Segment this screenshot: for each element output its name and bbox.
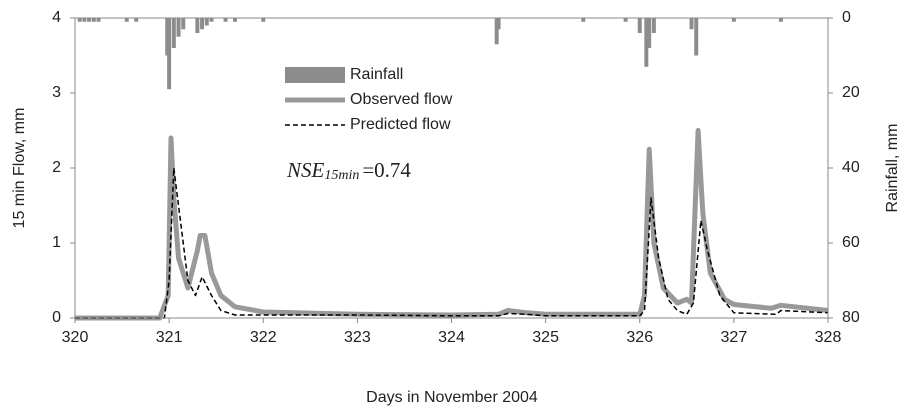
rainfall-bar — [87, 18, 92, 22]
legend-label: Observed flow — [350, 91, 453, 108]
y-tick-label: 2 — [52, 159, 61, 176]
rainfall-bar — [689, 18, 694, 30]
rainfall-bar — [581, 18, 586, 22]
legend-swatch — [285, 67, 345, 83]
flow-line — [75, 128, 829, 321]
x-tick-label: 321 — [156, 329, 183, 346]
plot-frame — [74, 18, 829, 319]
x-tick-label: 326 — [626, 329, 653, 346]
y-tick-label: 4 — [52, 9, 61, 26]
y2-tick-label: 80 — [842, 309, 860, 326]
rainfall-bar — [171, 18, 176, 48]
x-tick-label: 320 — [62, 329, 89, 346]
annotation-symbol: NSE — [286, 158, 325, 182]
rainfall-bar — [778, 18, 783, 22]
rainfall-bar — [204, 18, 209, 26]
rainfall-bar — [91, 18, 96, 22]
x-tick-label: 324 — [438, 329, 465, 346]
y2-tick-label: 60 — [842, 234, 860, 251]
legend-label: Predicted flow — [350, 116, 451, 133]
rainfall-bar — [233, 18, 238, 22]
y2-axis-label: Rainfall, mm — [884, 124, 901, 213]
x-tick-label: 322 — [250, 329, 277, 346]
rainfall-bar — [200, 18, 205, 30]
rainfall-bar — [209, 18, 214, 22]
rainfall-bar — [181, 18, 186, 30]
x-axis-label: Days in November 2004 — [366, 389, 538, 406]
flow-line — [75, 167, 829, 319]
rainfall-bar — [167, 18, 172, 90]
rainfall-bar — [134, 18, 139, 22]
x-tick-label: 327 — [721, 329, 748, 346]
rainfall-bar — [623, 18, 628, 22]
y-tick-label: 3 — [52, 84, 61, 101]
x-tick-label: 325 — [532, 329, 559, 346]
y-tick-label: 0 — [52, 309, 61, 326]
y-tick-label: 1 — [52, 234, 61, 251]
annotation: NSE15min =0.74 — [286, 158, 411, 183]
rainfall-bar — [644, 18, 649, 67]
x-tick-label: 328 — [815, 329, 842, 346]
rainfall-bar — [96, 18, 101, 22]
legend-label: Rainfall — [350, 66, 403, 83]
rainfall-bar — [124, 18, 129, 22]
y2-tick-label: 40 — [842, 159, 860, 176]
rainfall-bar — [223, 18, 228, 22]
annotation-subscript: 15min — [324, 168, 359, 183]
y-axis-label: 15 min Flow, mm — [11, 108, 28, 229]
rainfall-bar — [731, 18, 736, 22]
rainfall-bar — [496, 18, 501, 30]
rainfall-bar — [647, 18, 652, 48]
rainfall-bar — [694, 18, 699, 56]
rainfall-bar — [651, 18, 656, 33]
rainfall-bar — [261, 18, 266, 22]
rainfall-bar — [195, 18, 200, 33]
x-tick-label: 323 — [344, 329, 371, 346]
annotation-text: =0.74 — [362, 158, 411, 182]
rainfall-bar — [82, 18, 87, 22]
rainfall-bar — [77, 18, 82, 22]
rainfall-bar — [637, 18, 642, 33]
rainfall-bar — [176, 18, 181, 37]
y2-tick-label: 20 — [842, 84, 860, 101]
rainfall-bar — [494, 18, 499, 45]
y2-tick-label: 0 — [842, 9, 851, 26]
